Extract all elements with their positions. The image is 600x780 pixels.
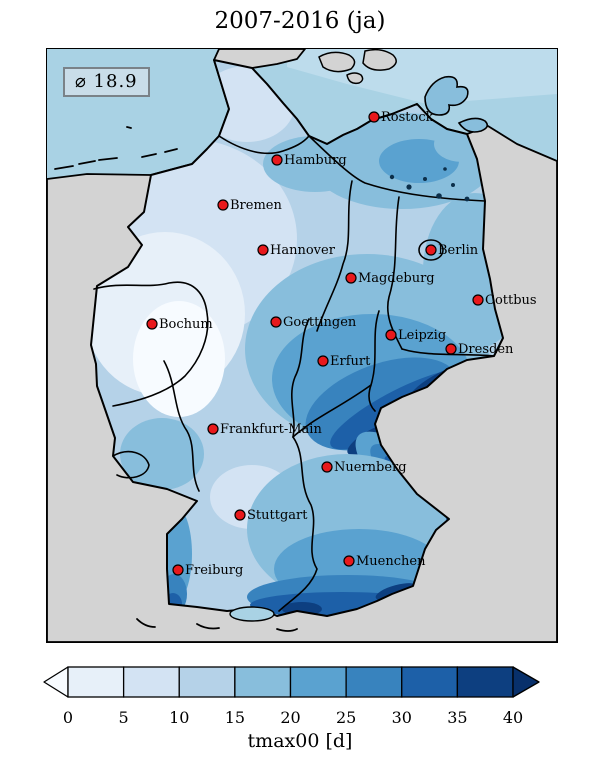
colorbar-tick-label: 25: [336, 708, 356, 727]
colorbar-segment: [401, 666, 459, 698]
city-label: Stuttgart: [247, 508, 308, 523]
city-marker: Goettingen: [270, 315, 357, 330]
map-axes: Rostock Hamburg Bremen Hannover Berlin Magdeb…: [46, 48, 558, 643]
germany-map: Rostock Hamburg Bremen Hannover BerlinMagdeb…: [47, 49, 557, 642]
city-dot: [234, 509, 246, 521]
city-label: Bremen: [230, 198, 282, 213]
city-label: Frankfurt-Main: [220, 422, 322, 437]
colorbar-tick-label: 15: [225, 708, 245, 727]
colorbar-segment: [178, 666, 236, 698]
colorbar-tick-label: 0: [63, 708, 73, 727]
city-marker: Bremen: [217, 198, 282, 213]
city-dot: [445, 343, 457, 355]
coast-details: [54, 126, 298, 632]
city-label: Magdeburg: [358, 271, 435, 286]
city-label: Berlin: [438, 243, 479, 258]
city-label: Hannover: [270, 243, 336, 258]
city-dot: [368, 111, 380, 123]
colorbar-segment: [234, 666, 292, 698]
city-dot: [257, 244, 269, 256]
colorbar-tick-label: 10: [169, 708, 189, 727]
city-marker: Magdeburg: [345, 271, 435, 286]
city-label: Hamburg: [284, 153, 347, 168]
mean-value-badge: ⌀ 18.9: [63, 67, 150, 97]
colorbar-under-arrow: [43, 666, 69, 698]
city-dot: [146, 318, 158, 330]
colorbar-segment: [345, 666, 403, 698]
city-dot: [343, 555, 355, 567]
city-label: Nuernberg: [334, 460, 407, 475]
city-label: Leipzig: [398, 328, 446, 343]
contour-fills: [91, 66, 503, 616]
colorbar-label: tmax00 [d]: [247, 730, 353, 752]
city-marker: Muenchen: [343, 554, 426, 569]
colorbar-tick-label: 40: [503, 708, 523, 727]
colorbar-segment: [67, 666, 125, 698]
colorbar-segment: [289, 666, 347, 698]
danish-islands: [318, 49, 397, 85]
city-marker: Stuttgart: [234, 508, 308, 523]
city-marker: Bochum: [146, 317, 213, 332]
city-marker: Erfurt: [317, 354, 371, 369]
colorbar-tick-label: 5: [119, 708, 129, 727]
state-borders: [93, 135, 495, 612]
city-marker: Leipzig: [385, 328, 446, 343]
colorbar-segment: [456, 666, 514, 698]
colorbar-tick-label: 30: [392, 708, 412, 727]
city-label: Erfurt: [330, 354, 371, 369]
city-marker: Hamburg: [271, 153, 347, 168]
city-dot: [345, 272, 357, 284]
city-label: Muenchen: [356, 554, 426, 569]
city-dot: [321, 461, 333, 473]
city-marker: Berlin: [425, 243, 479, 258]
city-dot: [385, 329, 397, 341]
city-markers-layer: Rostock Hamburg Bremen Hannover BerlinMagdeb…: [146, 110, 537, 578]
city-label: Rostock: [381, 110, 434, 125]
colorbar: 0 5 10 15 20 25 30 35 40 tmax00 [d]: [43, 664, 557, 774]
city-dot: [172, 564, 184, 576]
colorbar-tick-label: 20: [280, 708, 300, 727]
city-marker: Nuernberg: [321, 460, 407, 475]
city-label: Goettingen: [283, 315, 357, 330]
colorbar-tick-label: 35: [447, 708, 467, 727]
city-dot: [217, 199, 229, 211]
lake-constance: [229, 606, 275, 622]
city-label: Cottbus: [485, 293, 537, 308]
city-label: Dresden: [458, 342, 514, 357]
city-label: Freiburg: [185, 563, 243, 578]
city-marker: Freiburg: [172, 563, 243, 578]
city-dot: [271, 154, 283, 166]
city-label: Bochum: [159, 317, 213, 332]
city-dot: [207, 423, 219, 435]
figure-title: 2007-2016 (ja): [214, 8, 386, 34]
city-marker: Hannover: [257, 243, 336, 258]
city-dot: [425, 244, 437, 256]
city-marker: Rostock: [368, 110, 434, 125]
city-dot: [270, 316, 282, 328]
city-dot: [317, 355, 329, 367]
lakes: [389, 167, 470, 202]
baltic-islands: [424, 75, 489, 133]
colorbar-segment: [122, 666, 180, 698]
city-marker: Frankfurt-Main: [207, 422, 322, 437]
city-dot: [472, 294, 484, 306]
colorbar-scale: 0 5 10 15 20 25 30 35 40: [43, 666, 540, 727]
city-marker: Cottbus: [472, 293, 537, 308]
colorbar-over-arrow: [512, 666, 540, 698]
city-marker: Dresden: [445, 342, 514, 357]
